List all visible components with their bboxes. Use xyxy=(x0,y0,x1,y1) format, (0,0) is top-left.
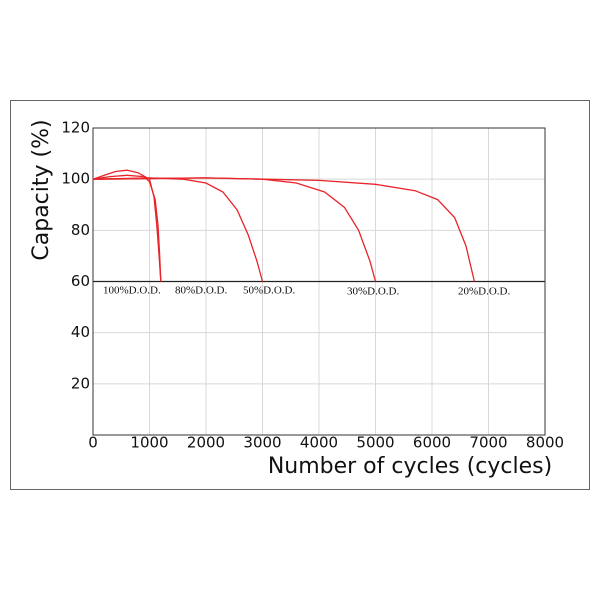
line xyxy=(92,177,476,282)
curve-label: 20%D.O.D. xyxy=(458,286,510,298)
x-tick-label: 0 xyxy=(88,434,98,452)
x-tick-label: 2000 xyxy=(187,434,225,452)
x-tick-label: 4000 xyxy=(300,434,338,452)
y-tick-label: 100 xyxy=(61,170,90,188)
curve-label: 30%D.O.D. xyxy=(347,286,399,298)
curve-label: 100%D.O.D. xyxy=(103,285,161,297)
y-tick-label: 20 xyxy=(71,374,90,392)
y-tick-label: 60 xyxy=(71,272,90,290)
y-tick-label: 120 xyxy=(61,119,90,137)
curve-label: 80%D.O.D. xyxy=(175,285,227,297)
line xyxy=(92,177,264,282)
y-tick-label: 80 xyxy=(71,221,90,239)
plot-border xyxy=(92,127,546,436)
frame xyxy=(10,100,590,490)
y-tick-label: 40 xyxy=(71,323,90,341)
x-tick-label: 1000 xyxy=(130,434,168,452)
x-tick-label: 5000 xyxy=(356,434,394,452)
y-axis-label: Capacity (%) xyxy=(29,119,54,260)
x-tick-label: 8000 xyxy=(526,434,564,452)
curve-label: 50%D.O.D. xyxy=(243,285,295,297)
x-tick-label: 3000 xyxy=(243,434,281,452)
line xyxy=(92,174,162,282)
line xyxy=(92,177,377,282)
x-tick-label: 7000 xyxy=(469,434,507,452)
x-tick-label: 6000 xyxy=(413,434,451,452)
x-axis-label: Number of cycles (cycles) xyxy=(268,454,552,479)
